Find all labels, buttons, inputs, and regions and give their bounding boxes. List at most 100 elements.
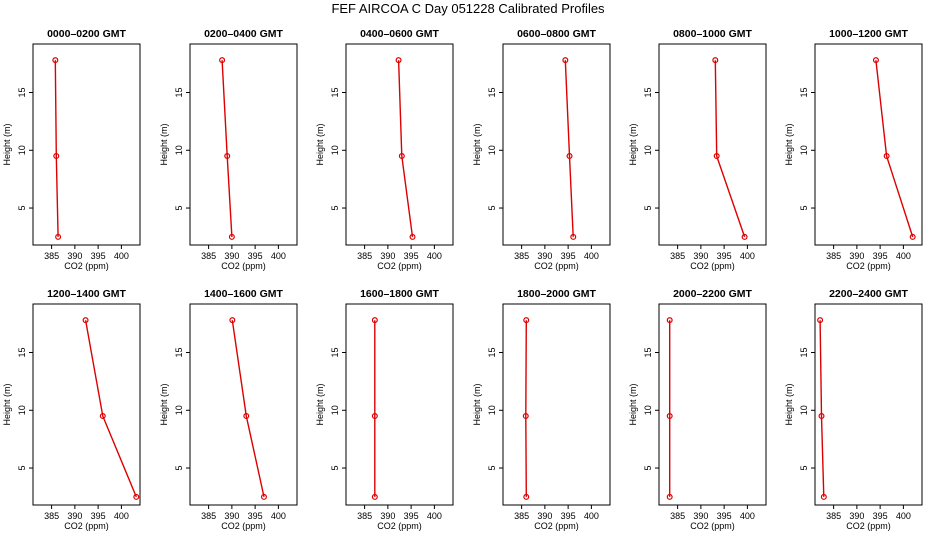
panel-title: 1800–2000 GMT <box>517 288 596 300</box>
data-point <box>82 317 89 324</box>
panel-title: 1600–1800 GMT <box>360 288 439 300</box>
profile-line <box>875 60 914 238</box>
data-point <box>741 233 748 240</box>
x-tick-label: 385 <box>201 511 216 521</box>
x-axis-label: CO2 (ppm) <box>534 261 579 271</box>
x-axis-label: CO2 (ppm) <box>377 521 422 531</box>
profile-line <box>564 60 574 237</box>
y-tick-label: 15 <box>799 348 809 358</box>
data-point <box>712 57 719 64</box>
plot-frame <box>189 303 298 506</box>
data-point <box>398 153 405 160</box>
y-axis-label: Height (m) <box>315 383 325 425</box>
plot-frame <box>814 43 923 246</box>
y-tick-label: 5 <box>174 466 184 471</box>
profile-line <box>714 60 746 238</box>
x-tick-label: 400 <box>896 251 911 261</box>
x-axis-label: CO2 (ppm) <box>64 261 109 271</box>
panel-title: 0800–1000 GMT <box>673 28 752 40</box>
panel-title: 2000–2200 GMT <box>673 288 752 300</box>
data-point <box>523 493 530 500</box>
y-tick-label: 10 <box>174 145 184 155</box>
y-tick-label: 10 <box>174 405 184 415</box>
profile-line <box>221 60 233 237</box>
profile-panel: 1000–1200 GMT 385 390 395 400 5 10 15 CO2 (ppm) H… <box>784 28 923 271</box>
profile-panel: 1600–1800 GMT 385 390 395 400 5 10 15 CO2 (ppm) H… <box>315 288 454 531</box>
x-axis-label: CO2 (ppm) <box>221 521 266 531</box>
profile-line <box>231 320 265 498</box>
data-point <box>99 413 106 420</box>
profile-line <box>819 320 825 497</box>
x-tick-label: 385 <box>514 511 529 521</box>
data-point <box>666 413 673 420</box>
x-tick-label: 395 <box>873 251 888 261</box>
x-tick-label: 400 <box>584 251 599 261</box>
data-point <box>133 493 140 500</box>
panel-title: 0600–0800 GMT <box>517 28 596 40</box>
data-point <box>371 317 378 324</box>
x-tick-label: 395 <box>561 511 576 521</box>
data-point <box>566 153 573 160</box>
data-point <box>909 233 916 240</box>
data-point <box>228 233 235 240</box>
y-tick-label: 5 <box>17 206 27 211</box>
plot-frame <box>658 43 767 246</box>
panel-title: 2200–2400 GMT <box>829 288 908 300</box>
profile-panel: 2000–2200 GMT 385 390 395 400 5 10 15 CO2 (ppm) H… <box>628 288 767 531</box>
data-point <box>883 153 890 160</box>
x-tick-label: 400 <box>896 511 911 521</box>
x-tick-label: 400 <box>114 511 129 521</box>
x-tick-label: 395 <box>91 251 106 261</box>
x-axis-label: CO2 (ppm) <box>846 521 891 531</box>
data-point <box>395 57 402 64</box>
y-tick-label: 10 <box>330 405 340 415</box>
y-tick-label: 10 <box>643 405 653 415</box>
data-point <box>817 317 824 324</box>
profile-panel: 0200–0400 GMT 385 390 395 400 5 10 15 CO2 (ppm) H… <box>159 28 298 271</box>
y-tick-label: 15 <box>174 348 184 358</box>
y-tick-label: 5 <box>17 466 27 471</box>
y-tick-label: 5 <box>330 206 340 211</box>
profile-panel: 1800–2000 GMT 385 390 395 400 5 10 15 CO2 (ppm) H… <box>472 288 611 531</box>
y-axis-label: Height (m) <box>784 123 794 165</box>
data-point <box>55 233 62 240</box>
y-tick-label: 5 <box>799 466 809 471</box>
x-tick-label: 400 <box>271 511 286 521</box>
x-tick-label: 390 <box>849 251 864 261</box>
x-tick-label: 390 <box>693 251 708 261</box>
x-tick-label: 395 <box>717 511 732 521</box>
y-axis-label: Height (m) <box>159 123 169 165</box>
y-tick-label: 10 <box>487 145 497 155</box>
x-axis-label: CO2 (ppm) <box>534 521 579 531</box>
x-tick-label: 395 <box>404 511 419 521</box>
y-tick-label: 10 <box>799 145 809 155</box>
y-axis-label: Height (m) <box>472 383 482 425</box>
data-point <box>53 153 60 160</box>
data-point <box>409 233 416 240</box>
y-axis-label: Height (m) <box>315 123 325 165</box>
data-point <box>52 57 59 64</box>
data-point <box>570 233 577 240</box>
x-tick-label: 395 <box>91 511 106 521</box>
data-point <box>243 413 250 420</box>
plot-frame <box>32 43 141 246</box>
x-tick-label: 385 <box>357 251 372 261</box>
data-point <box>872 57 879 64</box>
data-point <box>371 493 378 500</box>
plot-frame <box>658 303 767 506</box>
y-tick-label: 15 <box>330 348 340 358</box>
panel-title: 0400–0600 GMT <box>360 28 439 40</box>
y-tick-label: 5 <box>799 206 809 211</box>
panel-title: 0000–0200 GMT <box>47 28 126 40</box>
x-tick-label: 385 <box>670 511 685 521</box>
x-tick-label: 385 <box>201 251 216 261</box>
x-tick-label: 390 <box>380 251 395 261</box>
x-axis-label: CO2 (ppm) <box>690 261 735 271</box>
x-tick-label: 390 <box>849 511 864 521</box>
y-tick-label: 15 <box>17 88 27 98</box>
x-tick-label: 395 <box>717 251 732 261</box>
x-tick-label: 400 <box>740 251 755 261</box>
data-point <box>219 57 226 64</box>
profile-panel: 2200–2400 GMT 385 390 395 400 5 10 15 CO2 (ppm) H… <box>784 288 923 531</box>
data-point <box>522 413 529 420</box>
